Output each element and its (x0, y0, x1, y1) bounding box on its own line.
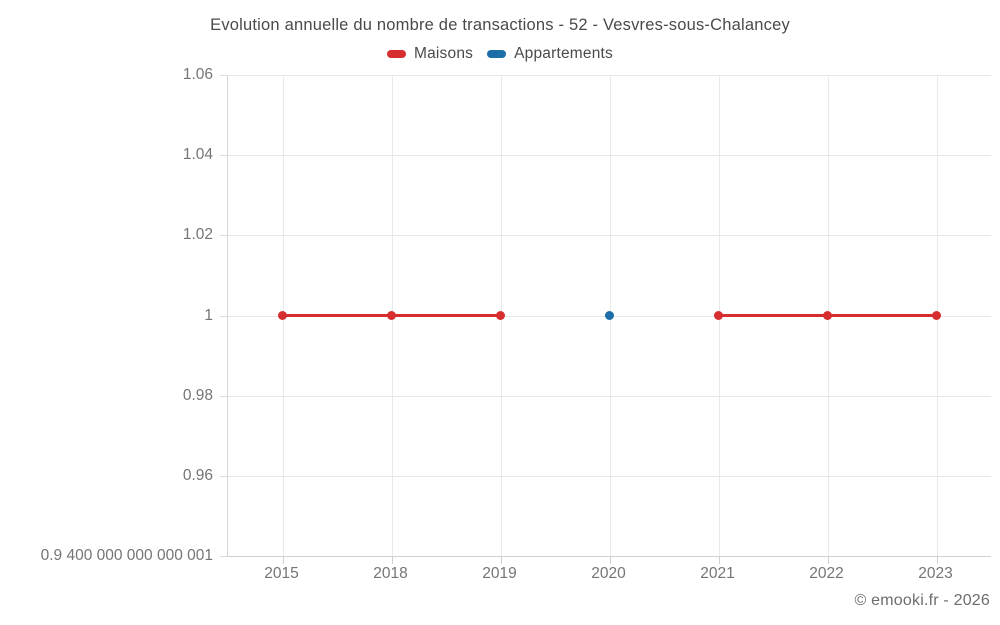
x-axis-tick (500, 557, 502, 564)
y-tick-label: 0.9 400 000 000 000 001 (40, 547, 213, 564)
y-tick-label: 0.98 (182, 386, 213, 404)
y-axis-tick (220, 556, 227, 557)
y-tick-label: 1.04 (182, 146, 213, 164)
x-tick-label: 2019 (482, 565, 517, 582)
x-tick-label: 2023 (918, 565, 953, 582)
plot-area (220, 75, 991, 564)
data-point-maisons-2022[interactable] (823, 311, 832, 320)
data-point-maisons-2018[interactable] (387, 311, 396, 320)
y-axis-tick (220, 395, 227, 397)
x-axis-tick (391, 557, 393, 564)
x-axis-tick (609, 557, 611, 564)
data-point-maisons-2023[interactable] (932, 311, 941, 320)
data-point-maisons-2019[interactable] (496, 311, 505, 320)
y-tick-label: 1.02 (182, 226, 213, 244)
legend-item-maisons[interactable]: Maisons (386, 45, 474, 63)
y-axis-tick (220, 315, 227, 317)
data-point-maisons-2015[interactable] (278, 311, 287, 320)
y-axis-tick (220, 75, 227, 76)
x-tick-label: 2018 (373, 565, 408, 582)
series-layer (278, 311, 941, 320)
x-axis-tick (827, 557, 829, 564)
x-tick-label: 2020 (591, 565, 626, 582)
legend-swatch-icon (487, 50, 507, 58)
data-point-appartements-2020[interactable] (605, 311, 614, 320)
legend-label: Maisons (413, 45, 474, 62)
legend-swatch-icon (386, 50, 406, 58)
y-tick-label: 0.96 (182, 466, 213, 484)
y-axis-tick (220, 235, 227, 237)
copyright-credit: © emooki.fr - 2026 (854, 592, 990, 609)
x-axis-tick (936, 557, 938, 564)
legend-label: Appartements (514, 45, 614, 62)
x-axis-tick (282, 557, 284, 564)
y-tick-label: 1 (204, 306, 213, 324)
data-point-maisons-2021[interactable] (714, 311, 723, 320)
x-tick-label: 2021 (700, 565, 735, 582)
y-tick-label: 1.06 (182, 66, 213, 83)
x-axis-tick (718, 557, 720, 564)
chart-legend: Maisons Appartements (0, 45, 1000, 63)
chart-title: Evolution annuelle du nombre de transact… (210, 16, 790, 34)
y-axis-tick (220, 155, 227, 157)
y-axis-tick (220, 475, 227, 477)
x-tick-label: 2015 (264, 565, 299, 582)
legend-item-appartements[interactable]: Appartements (487, 45, 613, 63)
x-tick-label: 2022 (809, 565, 844, 582)
